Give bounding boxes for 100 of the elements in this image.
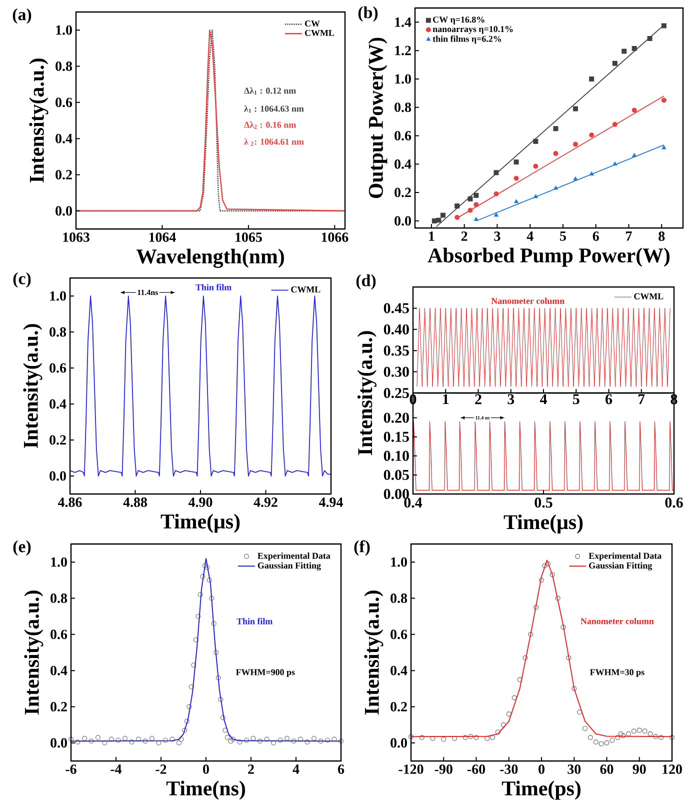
point [533,164,538,169]
point [244,738,249,743]
x-tick-label: 4.92 [254,498,278,507]
y-tick-label: 0.30 [384,366,409,377]
point [224,734,230,740]
point [278,738,283,743]
line-series [70,296,331,476]
point [636,728,642,733]
point [440,212,446,218]
point [200,574,206,580]
legend-label: CW [304,20,320,27]
point [484,736,490,741]
point [555,596,560,601]
point [182,728,188,733]
point [550,572,555,578]
point [572,142,578,147]
point [202,563,208,568]
y-axis-title: Intensity(a.u.) [357,331,376,456]
point [193,637,198,642]
annotation: Δλ$_{2}$ : 0.16 nm [244,121,296,129]
point [284,736,290,741]
chart-title: (e) [13,540,31,556]
y-tick-label: 0.2 [394,188,411,198]
point [474,734,479,740]
legend-label: Gaussian Fitting [589,562,652,570]
point [122,736,128,741]
y-tick-label: 1.0 [56,25,72,35]
point [204,565,210,570]
legend-label: CWML [304,30,334,36]
point [163,738,168,743]
point [533,138,538,144]
y-tick-label: 0.4 [390,666,408,676]
point [312,736,316,741]
x-axis-title: Time(μs) [504,514,583,534]
point [631,728,636,734]
point [318,738,324,744]
x-tick-label: 7 [638,394,645,404]
x-tick-label: 90 [632,764,646,774]
point [642,728,648,734]
legend-label: Gaussian Fitting [258,562,321,570]
x-tick-label: 4 [526,232,534,241]
point [68,736,74,742]
point [237,740,242,745]
annotation: Nanometer column [580,618,654,624]
x-tick-label: -90 [434,764,452,774]
x-tick-label: 1 [443,394,449,404]
y-tick-label: 0.4 [50,666,68,676]
y-tick-label: 0.8 [56,62,72,71]
y-tick-label: 0.45 [384,303,409,314]
y-tick-label: 0.40 [384,324,409,334]
y-tick-label: 0.0 [50,738,67,748]
y-tick-label: 0.25 [384,388,409,398]
point [522,655,528,660]
point [612,60,618,66]
point [620,733,626,738]
line-series [411,560,672,738]
point [191,662,196,668]
point [75,740,80,745]
point [512,695,517,700]
y-tick-label: 0.10 [384,450,409,461]
point [500,722,506,728]
point [589,132,594,138]
point [150,736,154,741]
point [514,199,518,204]
point [291,738,296,744]
y-tick-label: 0.6 [390,630,408,640]
y-tick-label: 1.0 [50,291,66,301]
point [209,596,214,601]
y-tick-label: 0.8 [390,594,408,603]
x-tick-label: 4 [292,764,300,774]
point [419,734,424,740]
x-axis-title: Wavelength(nm) [136,248,284,268]
x-tick-label: 120 [662,764,682,774]
point [271,740,276,746]
y-axis-title: Intensity(a.u.) [29,58,48,183]
y-tick-label: 0.8 [394,102,412,112]
x-tick-label: 1064 [149,232,176,242]
point [198,592,203,598]
y-tick-label: 0.20 [384,412,409,423]
point [96,734,100,740]
y-tick-label: 0.6 [394,130,412,140]
x-axis-title: Time(μs) [160,514,240,533]
point [572,686,577,692]
y-tick-label: 0.05 [384,470,409,480]
chart-title: (a) [12,8,32,24]
point [129,740,134,745]
annotation: λ$_{1}$ : 1064.63 nm [244,105,304,113]
chart-title: (b) [358,6,378,22]
point [626,731,631,736]
point [632,108,637,113]
y-tick-label: 0.6 [50,630,68,640]
point [228,738,234,744]
y-tick-label: 0.2 [50,435,66,445]
point [588,734,593,740]
legend-label: CWML [291,286,320,293]
point [490,734,496,740]
annotation: FWHM=30 ps [590,669,644,678]
legend-label: thin films η=6.2% [432,35,501,44]
y-axis-title: Intensity(a.u.) [23,324,42,448]
point [612,122,618,127]
